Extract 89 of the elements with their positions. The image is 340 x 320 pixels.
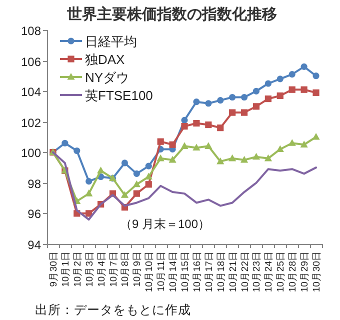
y-tick-label: 94: [28, 238, 42, 252]
y-tick-label: 108: [20, 24, 42, 38]
point: [205, 100, 212, 107]
point: [240, 156, 248, 163]
point: [86, 178, 92, 185]
point: [264, 95, 272, 102]
x-tick-label: 10月10日: [144, 251, 156, 292]
x-tick-label: 10月9日: [132, 251, 144, 287]
point: [276, 76, 284, 82]
x-tick-label: 10月8日: [120, 251, 132, 287]
x-tick-label: 10月15日: [180, 251, 191, 292]
point: [300, 86, 308, 93]
point: [300, 63, 308, 70]
point: [180, 142, 188, 149]
x-tick-label: 10月23日: [252, 251, 263, 292]
point: [133, 170, 140, 177]
point: [252, 88, 260, 94]
chart-title: 世界主要株価指数の指数化推移: [66, 5, 277, 23]
point: [312, 89, 320, 96]
point: [252, 152, 260, 160]
x-tick-label: 10月21日: [228, 251, 239, 292]
point: [276, 92, 284, 100]
point: [240, 109, 248, 116]
point: [120, 191, 129, 198]
point: [157, 138, 164, 145]
point: [312, 133, 320, 140]
point: [181, 116, 188, 124]
point: [300, 140, 308, 148]
point: [193, 120, 200, 127]
point: [85, 190, 93, 196]
point: [193, 98, 200, 106]
point: [240, 94, 248, 101]
x-tick-label: 9月30日: [48, 251, 60, 287]
annotation: （9 月末＝100）: [120, 217, 210, 231]
point: [192, 144, 200, 150]
point: [288, 71, 296, 78]
point: [181, 123, 188, 130]
x-tick-label: 10月25日: [276, 251, 287, 292]
point: [169, 141, 176, 148]
x-tick-label: 10月18日: [216, 251, 227, 292]
legend-label: 日経平均: [85, 34, 137, 49]
point: [288, 139, 296, 146]
point: [168, 156, 176, 163]
y-tick-label: 100: [20, 146, 42, 160]
y-tick-label: 106: [20, 55, 42, 69]
point: [204, 142, 212, 149]
point: [229, 94, 236, 101]
x-tick-label: 10月7日: [108, 251, 120, 287]
point: [217, 97, 224, 104]
x-tick-label: 10月22日: [240, 251, 251, 292]
legend-label: NYダウ: [85, 70, 130, 85]
x-tick-label: 10月2日: [72, 251, 84, 287]
x-tick-label: 10月4日: [96, 251, 108, 287]
text: 出所：データをもとに作成: [35, 303, 191, 317]
point: [132, 180, 140, 188]
x-tick-label: 10月29日: [300, 251, 311, 292]
x-tick-label: 10月17日: [204, 251, 215, 292]
y-tick-label: 104: [20, 85, 42, 99]
point: [264, 154, 272, 162]
point: [276, 145, 284, 152]
point: [121, 160, 128, 166]
point: [217, 124, 224, 132]
x-tick-label: 10月1日: [60, 251, 72, 287]
point: [74, 147, 80, 154]
point: [252, 103, 260, 110]
x-tick-label: 10月16日: [192, 251, 203, 292]
y-tick-label: 102: [20, 116, 42, 130]
x-tick-label: 10月14日: [168, 251, 180, 292]
point: [229, 109, 236, 116]
point: [205, 121, 212, 128]
point: [228, 154, 236, 162]
point: [288, 86, 296, 93]
x-tick-label: 10月3日: [84, 251, 96, 287]
x-tick-label: 10月30日: [312, 251, 323, 292]
y-tick-label: 98: [28, 177, 42, 191]
point: [145, 162, 152, 170]
legend-label: 独DAX: [85, 52, 126, 67]
point: [216, 157, 224, 164]
x-tick-label: 10月24日: [264, 251, 275, 292]
point: [264, 80, 272, 87]
point: [312, 72, 320, 80]
point: [62, 140, 68, 146]
legend-label: 英FTSE100: [85, 88, 153, 103]
point: [145, 181, 152, 188]
x-tick-label: 10月11日: [156, 251, 168, 292]
point: [133, 190, 140, 197]
point: [156, 154, 164, 162]
y-tick-label: 96: [28, 207, 42, 221]
x-tick-label: 10月28日: [288, 251, 299, 292]
